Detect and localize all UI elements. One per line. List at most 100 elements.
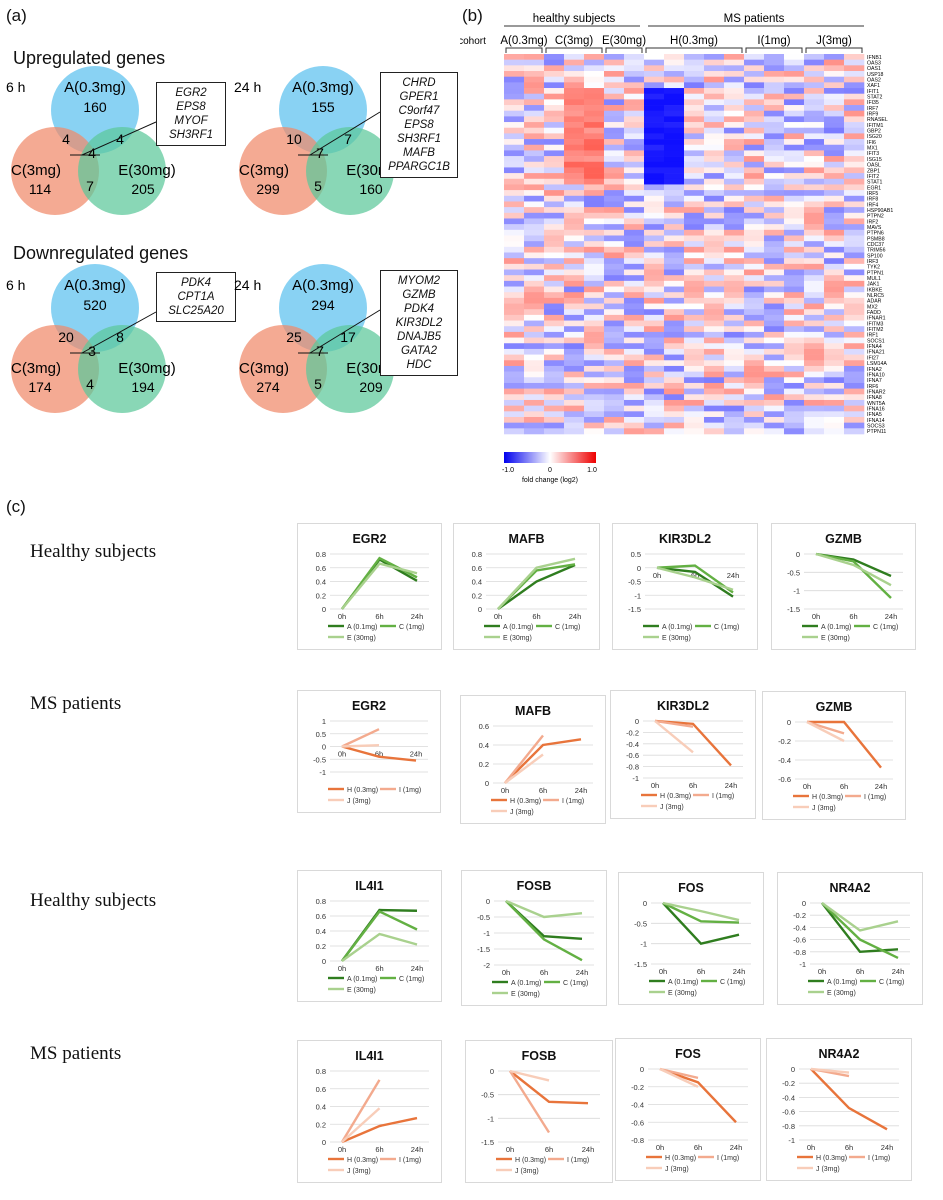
heatmap-cell (584, 382, 605, 389)
heatmap-cell (684, 76, 705, 83)
heatmap-cell (524, 184, 545, 191)
heatmap-cell (804, 297, 825, 304)
color-scale-min: -1.0 (502, 467, 514, 474)
heatmap-cell (744, 201, 765, 208)
heatmap-cell (844, 343, 865, 350)
heatmap-cell (804, 428, 825, 435)
heatmap-cell (764, 354, 785, 361)
heatmap-cell (584, 405, 605, 412)
heatmap-cell (644, 201, 665, 208)
heatmap-cell (504, 246, 525, 253)
x-tick-label: 6h (540, 968, 548, 977)
heatmap-cell (724, 297, 745, 304)
heatmap-cell (604, 241, 625, 248)
legend-label: I (1mg) (562, 798, 584, 805)
heatmap-cell (504, 405, 525, 412)
heatmap-cell (644, 263, 665, 270)
heatmap-cell (844, 405, 865, 412)
heatmap-cell (764, 309, 785, 316)
heatmap-cell (784, 241, 805, 248)
heatmap-cell (784, 173, 805, 180)
heatmap-cell (824, 190, 845, 197)
y-tick-label: 0.6 (316, 912, 326, 921)
series-line (821, 902, 899, 954)
heatmap-cell (604, 207, 625, 214)
y-tick-label: 0 (796, 550, 800, 559)
heatmap-cell (704, 252, 725, 259)
heatmap-cell (664, 314, 685, 321)
heatmap-cell (764, 127, 785, 134)
heatmap-cell (784, 71, 805, 77)
venn-count-c: 174 (28, 379, 52, 395)
legend-label: E (30mg) (511, 991, 540, 998)
heatmap-cell (704, 224, 725, 231)
heatmap-cell (804, 360, 825, 367)
heatmap-cell (704, 314, 725, 321)
heatmap-cell (844, 399, 865, 406)
heatmap-cell (584, 173, 605, 180)
heatmap-cell (664, 54, 685, 60)
y-tick-label: -0.5 (634, 919, 647, 928)
venn-count-a: 520 (83, 297, 107, 313)
heatmap-cell (704, 263, 725, 270)
heatmap-cell (764, 88, 785, 95)
heatmap-cell (764, 54, 785, 60)
heatmap-cell (584, 320, 605, 327)
series-line (662, 902, 740, 945)
heatmap-cell (584, 59, 605, 66)
gene-label: SOCS1 (867, 338, 885, 344)
heatmap-cell (644, 88, 665, 95)
heatmap-cell (644, 320, 665, 327)
heatmap-cell (824, 178, 845, 185)
heatmap-cell (784, 235, 805, 242)
heatmap-cell (604, 326, 625, 333)
heatmap-cell (724, 161, 745, 168)
row-label-healthy-1: Healthy subjects (30, 541, 157, 562)
venn-count-ace: 4 (88, 145, 96, 161)
heatmap-cell (564, 173, 585, 180)
heatmap-cell (504, 116, 525, 123)
heatmap-cell (824, 275, 845, 282)
heatmap-cell (724, 110, 745, 117)
heatmap-cell (824, 377, 845, 384)
y-tick-label: -1.5 (481, 1138, 494, 1147)
y-tick-label: 0 (485, 779, 489, 788)
venn-circle-e (306, 325, 394, 413)
heatmap-cell (544, 241, 565, 248)
heatmap-cell (544, 54, 565, 60)
heatmap-cell (724, 218, 745, 225)
heatmap-cell (844, 122, 865, 129)
heatmap-cell (584, 184, 605, 191)
heatmap-cell (624, 99, 645, 106)
y-tick-label: 0.8 (316, 550, 326, 559)
heatmap-cell (684, 343, 705, 350)
heatmap-cell (664, 360, 685, 367)
heatmap-cell (684, 105, 705, 112)
heatmap-cell (644, 246, 665, 253)
heatmap-cell (844, 161, 865, 168)
heatmap-cell (584, 258, 605, 265)
heatmap-cell (684, 190, 705, 197)
gene-label: IFNA8 (867, 395, 882, 401)
x-tick-label: 24h (881, 1143, 894, 1152)
heatmap-cell (824, 184, 845, 191)
heatmap-cell (744, 337, 765, 344)
gene-label: MX1 (867, 146, 878, 152)
heatmap-cell (824, 110, 845, 117)
heatmap-cell (704, 320, 725, 327)
cohort-bracket (545, 47, 603, 53)
heatmap-cell (584, 122, 605, 129)
heatmap-cell (684, 399, 705, 406)
venn-set-a-label: A(0.3mg) (292, 79, 354, 96)
heatmap-cell (544, 343, 565, 350)
heatmap-cell (824, 99, 845, 106)
heatmap-cell (724, 93, 745, 100)
heatmap-cell (724, 105, 745, 112)
heatmap-cell (704, 156, 725, 163)
heatmap-cell (644, 343, 665, 350)
heatmap-cell (764, 377, 785, 384)
heatmap-cell (544, 314, 565, 321)
series-line (815, 552, 892, 587)
heatmap-cell (824, 212, 845, 219)
